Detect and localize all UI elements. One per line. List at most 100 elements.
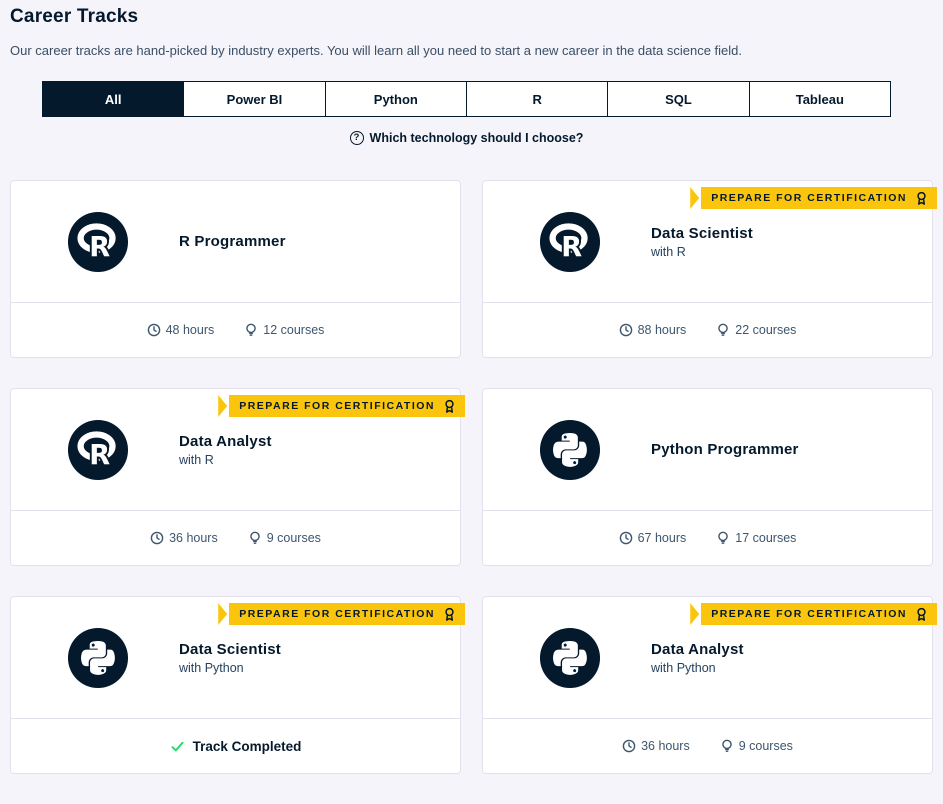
certification-badge-label: PREPARE FOR CERTIFICATION [711,192,907,204]
lightbulb-icon [249,531,260,544]
courses-label: 12 courses [263,323,325,337]
filter-tab-label: All [104,91,122,107]
help-link-label: Which technology should I choose? [369,131,584,145]
python-logo-icon [539,419,601,480]
track-title: Data Analyst [179,432,272,450]
clock-icon [619,323,632,337]
card-main: R Data Analyst with R [11,389,460,510]
card-footer: 67 hours 17 courses [483,510,932,565]
award-icon [445,607,454,621]
hours-label: 48 hours [165,323,215,337]
track-title: Python Programmer [651,441,799,458]
tab-tableau[interactable]: Tableau [749,82,890,116]
filter-tab-label: Tableau [795,91,844,107]
clock-icon [147,323,160,337]
courses-stat: 17 courses [716,531,796,545]
hours-stat: 36 hours [150,531,218,545]
career-track-card[interactable]: PREPARE FOR CERTIFICATION Data Analyst w… [482,596,937,774]
hours-label: 36 hours [641,739,690,753]
courses-stat: 9 courses [248,531,321,545]
card-main: R Data Scientist with R [483,181,932,302]
card-footer: 36 hours 9 courses [483,718,932,773]
badge-body: PREPARE FOR CERTIFICATION [701,603,937,625]
card-footer: 36 hours 9 courses [11,510,460,565]
filter-tab-label: Python [373,91,418,107]
card-titles: R Programmer [179,233,286,250]
page-title: Career Tracks [10,6,139,27]
tab-power-bi[interactable]: Power BI [184,82,326,116]
courses-label: 17 courses [735,531,797,545]
hours-label: 36 hours [169,531,218,545]
hours-label: 88 hours [637,323,687,337]
clock-icon [622,739,636,753]
hours-stat: 67 hours [619,531,687,545]
check-icon [171,741,184,751]
track-subtitle: with Python [179,660,244,675]
python-logo-icon [67,627,129,688]
technology-filter: All Power BI Python R SQL Tableau [42,81,891,117]
track-completed-status: Track Completed [170,738,302,754]
filter-tab-label: Power BI [226,91,283,107]
tab-r[interactable]: R [466,82,609,116]
r-logo-icon: R [67,211,129,272]
which-technology-link[interactable]: ? Which technology should I choose? [349,131,584,145]
certification-badge-label: PREPARE FOR CERTIFICATION [239,608,435,620]
award-icon [917,607,926,621]
badge-body: PREPARE FOR CERTIFICATION [229,395,465,417]
courses-stat: 9 courses [720,739,793,753]
courses-label: 22 courses [735,323,797,337]
career-tracks-grid: R R Programmer 48 hours 12 c [10,180,937,774]
hours-stat: 48 hours [147,323,215,337]
hours-stat: 88 hours [619,323,687,337]
career-track-card[interactable]: R R Programmer 48 hours 12 c [10,180,461,358]
badge-body: PREPARE FOR CERTIFICATION [229,603,465,625]
track-title: Data Analyst [651,640,744,658]
page-header: Career Tracks Our career tracks are hand… [0,0,943,58]
filter-tab-label: SQL [665,91,692,107]
question-circle-icon: ? [349,131,364,145]
badge-body: PREPARE FOR CERTIFICATION [701,187,937,209]
award-icon [445,399,454,413]
python-logo-icon [539,627,601,688]
help-row: ? Which technology should I choose? [42,131,891,145]
award-icon [917,191,926,205]
track-title: Data Scientist [651,224,753,242]
clock-icon [150,531,164,545]
tab-sql[interactable]: SQL [608,82,750,116]
lightbulb-icon [718,531,729,544]
lightbulb-icon [246,323,257,336]
badge-chevron-shape [218,603,228,625]
r-logo-icon: R [539,211,601,272]
track-subtitle: with R [179,452,214,467]
courses-label: 9 courses [266,531,321,545]
tab-python[interactable]: Python [325,82,467,116]
career-track-card[interactable]: PREPARE FOR CERTIFICATION R Data Scienti… [482,180,937,358]
hours-label: 67 hours [637,531,687,545]
career-track-card[interactable]: PREPARE FOR CERTIFICATION Data Scientist… [10,596,465,774]
track-subtitle: with R [651,244,686,259]
card-footer: 48 hours 12 courses [11,302,460,357]
certification-badge: PREPARE FOR CERTIFICATION [690,603,937,625]
tab-all[interactable]: All [43,82,185,116]
filter-tab-label: R [532,91,542,107]
card-footer: 88 hours 22 courses [483,302,932,357]
certification-badge: PREPARE FOR CERTIFICATION [690,187,937,209]
courses-label: 9 courses [738,739,793,753]
r-logo-icon: R [67,419,129,480]
track-completed-label: Track Completed [192,738,302,754]
card-main: Data Analyst with Python [483,597,932,718]
technology-tab-bar: All Power BI Python R SQL Tableau [42,81,891,117]
clock-icon [619,531,632,545]
certification-badge-label: PREPARE FOR CERTIFICATION [711,608,907,620]
badge-chevron-shape [690,187,700,209]
certification-badge-label: PREPARE FOR CERTIFICATION [239,400,435,412]
card-titles: Data Analyst with R [179,433,272,467]
card-titles: Data Analyst with Python [651,641,744,675]
hours-stat: 36 hours [622,739,690,753]
track-title: Data Scientist [179,640,281,658]
badge-chevron-shape [218,395,228,417]
career-track-card[interactable]: Python Programmer 67 hours 17 courses [482,388,933,566]
courses-stat: 22 courses [716,323,796,337]
career-track-card[interactable]: PREPARE FOR CERTIFICATION R Data Analyst… [10,388,465,566]
card-titles: Data Scientist with Python [179,641,281,675]
